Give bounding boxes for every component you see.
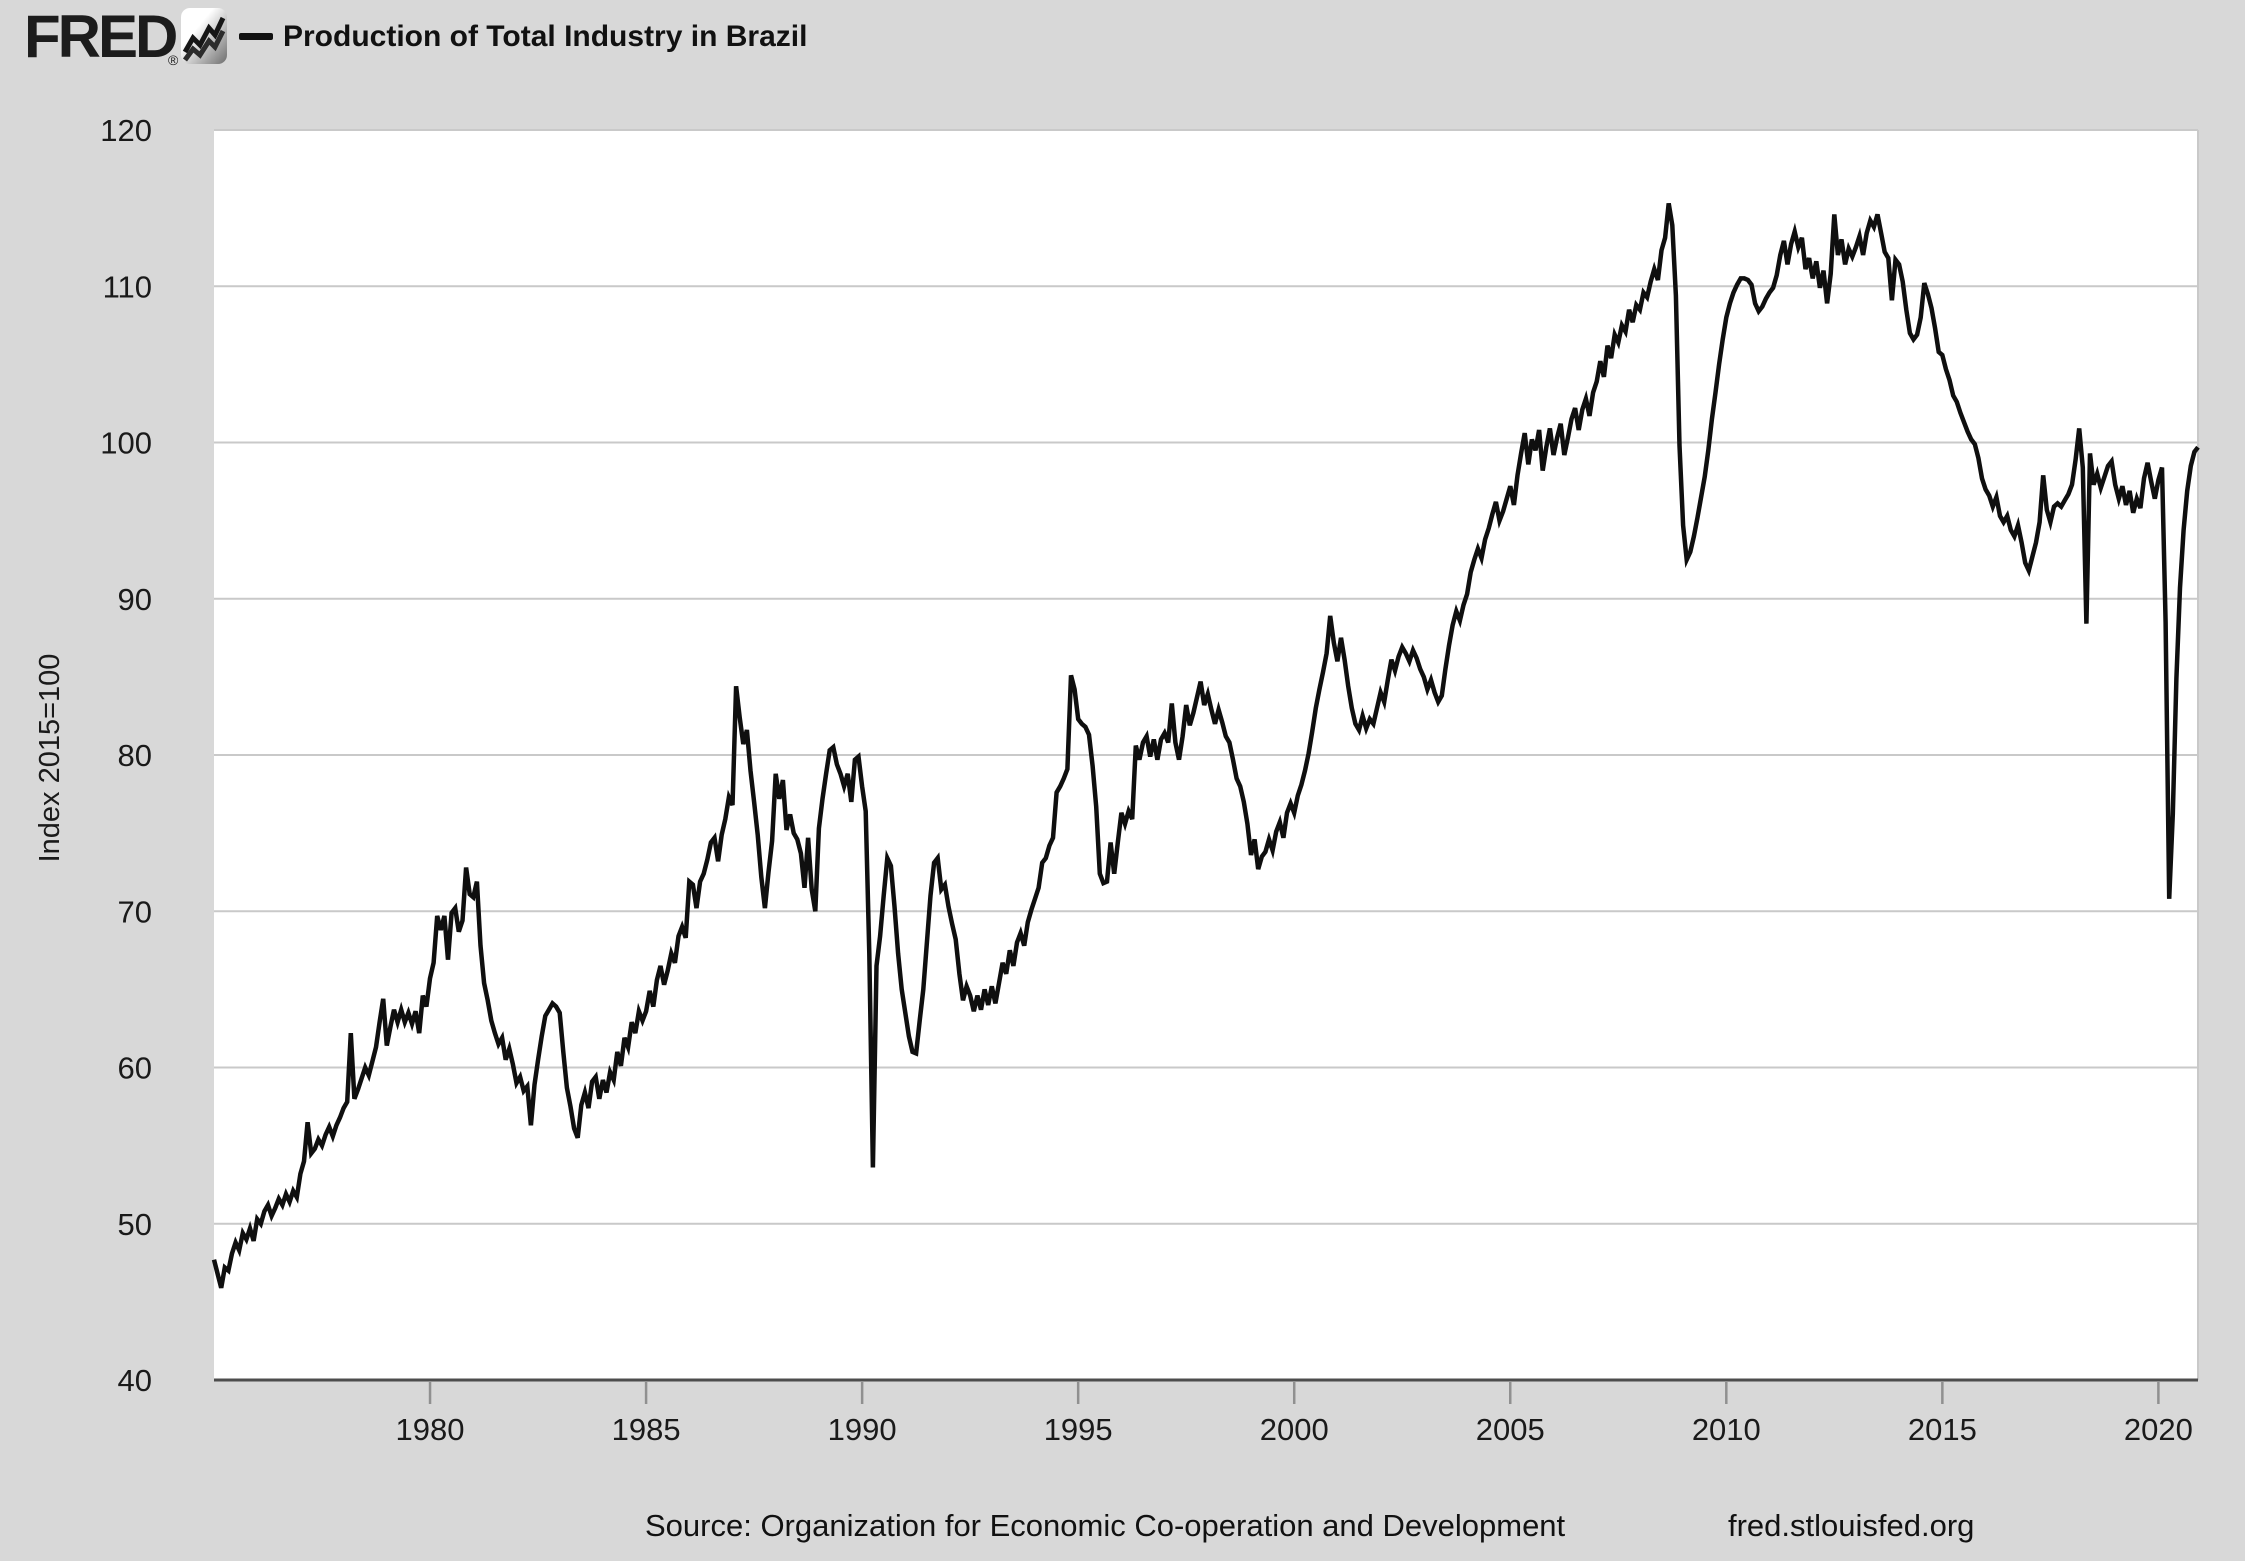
fred-site-link[interactable]: fred.stlouisfed.org (1728, 1508, 1975, 1543)
legend-line-swatch (239, 33, 273, 40)
source-note: Source: Organization for Economic Co-ope… (645, 1508, 1566, 1543)
header: FRED ® Production of Total Industry in B… (0, 0, 2245, 78)
y-tick-label-60: 60 (118, 1051, 152, 1086)
x-tick-label-2020: 2020 (2124, 1412, 2193, 1447)
y-tick-label-110: 110 (103, 269, 152, 304)
y-tick-label-80: 80 (118, 738, 152, 773)
x-tick-label-1990: 1990 (828, 1412, 897, 1447)
chart-title: Production of Total Industry in Brazil (283, 20, 808, 53)
x-tick-label-2010: 2010 (1692, 1412, 1761, 1447)
y-tick-label-50: 50 (118, 1207, 152, 1242)
fred-logo: FRED (24, 3, 178, 70)
series-line (211, 203, 2200, 1289)
y-tick-label-120: 120 (100, 113, 152, 148)
x-tick-label-2015: 2015 (1908, 1412, 1977, 1447)
x-tick-label-2000: 2000 (1260, 1412, 1329, 1447)
x-tick-label-1985: 1985 (612, 1412, 681, 1447)
registered-mark: ® (168, 52, 179, 68)
x-tick-label-1995: 1995 (1044, 1412, 1113, 1447)
x-tick-label-1980: 1980 (396, 1412, 465, 1447)
y-tick-label-40: 40 (118, 1363, 152, 1398)
fred-sparkline-icon (181, 8, 227, 64)
x-tick-label-2005: 2005 (1476, 1412, 1545, 1447)
y-tick-label-70: 70 (118, 894, 152, 929)
y-tick-label-90: 90 (118, 582, 152, 617)
y-tick-label-100: 100 (100, 426, 152, 461)
